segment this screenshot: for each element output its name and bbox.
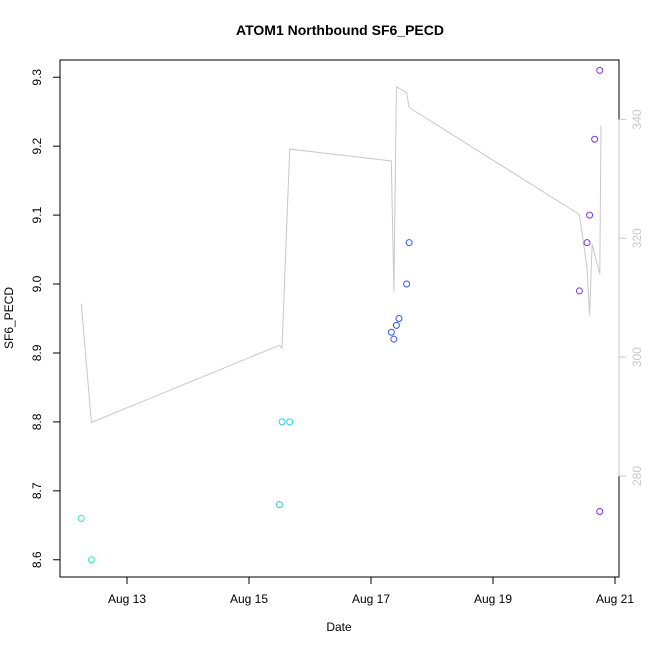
data-point — [395, 315, 403, 322]
x-tick-label: Aug 19 — [474, 592, 512, 606]
x-axis-label: Date — [326, 620, 352, 634]
data-point — [403, 280, 411, 288]
y-tick-label: 9.1 — [30, 206, 44, 223]
y-axis-label: SF6_PECD — [2, 287, 16, 349]
x-tick-label: Aug 15 — [230, 592, 268, 606]
right-tick-label: 280 — [630, 466, 644, 486]
line-series-path — [80, 85, 602, 424]
data-point — [286, 418, 294, 426]
y-tick-label: 9.2 — [30, 138, 44, 155]
y-axis: 8.6 8.7 8.8 8.9 9.0 9.1 9.2 9.3 — [30, 69, 61, 568]
points-layer — [77, 66, 604, 564]
y-tick-label: 8.6 — [30, 551, 44, 568]
data-point — [575, 287, 583, 295]
data-point — [276, 501, 283, 509]
data-point — [586, 211, 594, 219]
right-tick-label: 300 — [630, 347, 644, 367]
data-point — [387, 328, 395, 336]
y-tick-label: 9.3 — [30, 69, 44, 86]
data-point — [278, 418, 286, 426]
y-tick-label: 8.9 — [30, 344, 44, 361]
x-axis: Aug 13 Aug 15 Aug 17 Aug 19 Aug 21 — [108, 576, 634, 606]
right-axis: 280 300 320 340 — [618, 109, 644, 486]
data-point — [405, 239, 413, 247]
data-point — [583, 239, 591, 247]
x-tick-label: Aug 21 — [596, 592, 634, 606]
y-tick-label: 9.0 — [30, 275, 44, 292]
line-series — [80, 85, 602, 424]
plot-border — [59, 59, 620, 578]
data-point — [77, 514, 85, 522]
data-point — [591, 135, 599, 143]
data-point — [596, 66, 604, 74]
x-tick-label: Aug 13 — [108, 592, 146, 606]
chart-title: ATOM1 Northbound SF6_PECD — [236, 22, 444, 38]
data-point — [596, 508, 604, 516]
y-tick-label: 8.8 — [30, 413, 44, 430]
plot-frame — [59, 59, 620, 578]
data-point — [390, 335, 398, 343]
data-point — [392, 321, 400, 329]
right-tick-label: 320 — [630, 228, 644, 248]
right-tick-label: 340 — [630, 109, 644, 129]
data-point — [87, 556, 95, 564]
y-tick-label: 8.7 — [30, 482, 44, 499]
x-tick-label: Aug 17 — [352, 592, 390, 606]
